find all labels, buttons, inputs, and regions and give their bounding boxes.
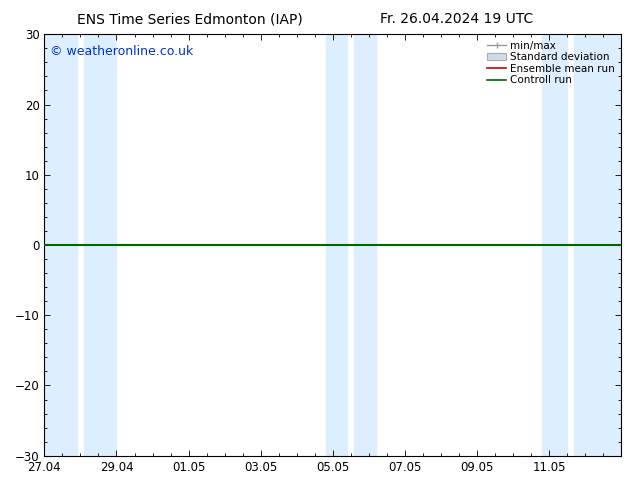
Bar bbox=[542, 34, 567, 456]
Bar bbox=[574, 34, 621, 456]
Legend: min/max, Standard deviation, Ensemble mean run, Controll run: min/max, Standard deviation, Ensemble me… bbox=[484, 37, 618, 88]
Text: ENS Time Series Edmonton (IAP): ENS Time Series Edmonton (IAP) bbox=[77, 12, 303, 26]
Bar bbox=[326, 34, 347, 456]
Bar bbox=[354, 34, 376, 456]
Text: © weatheronline.co.uk: © weatheronline.co.uk bbox=[50, 45, 193, 58]
Bar bbox=[84, 34, 117, 456]
Bar bbox=[44, 34, 77, 456]
Text: Fr. 26.04.2024 19 UTC: Fr. 26.04.2024 19 UTC bbox=[380, 12, 533, 26]
